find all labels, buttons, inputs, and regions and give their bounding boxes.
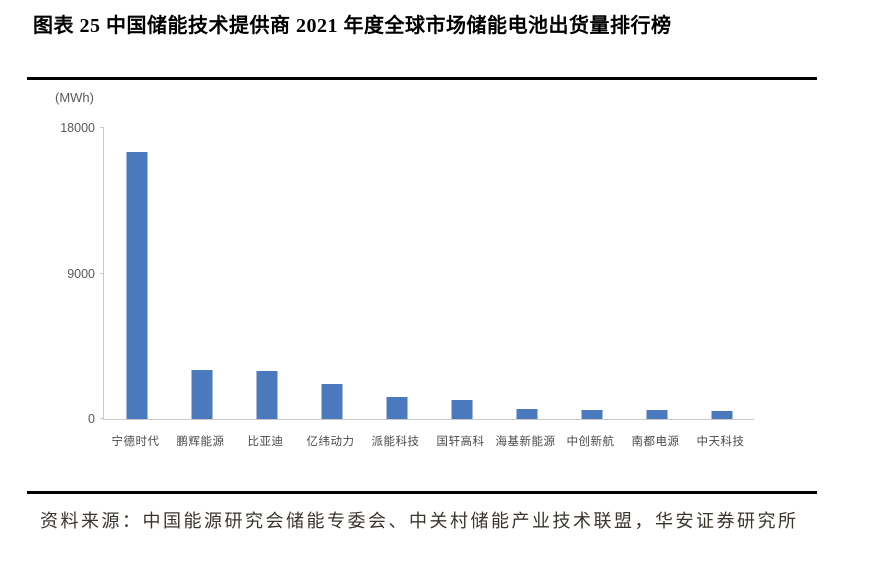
x-axis-labels: 宁德时代 鹏辉能源 比亚迪 亿纬动力 派能科技 国轩高科 海基新能源 中创新航 南都电源 中天科技 — [103, 433, 753, 449]
y-tick-mark — [100, 418, 104, 419]
x-axis-label: 派能科技 — [371, 436, 420, 448]
footer-divider-rule — [27, 491, 817, 494]
chart-bar — [451, 399, 472, 419]
chart-bar — [321, 384, 342, 419]
x-axis-label: 中天科技 — [696, 436, 745, 448]
chart-bar — [581, 409, 602, 419]
bar-column — [429, 128, 494, 419]
source-note: 资料来源：中国能源研究会储能专委会、中关村储能产业技术联盟，华安证券研究所 — [40, 511, 799, 531]
chart-bar — [191, 369, 212, 419]
plot-area: 0 9000 18000 — [60, 121, 754, 426]
bar-chart: (MWh) 0 9000 18000 宁德时代 鹏辉能源 比亚迪 亿纬动力 派能科技 国轩高科… — [0, 88, 883, 463]
y-tick-mark — [100, 127, 104, 128]
chart-bar — [646, 410, 667, 419]
x-axis-label: 海基新能源 — [495, 436, 556, 448]
title-divider-rule — [27, 77, 817, 80]
x-axis-label: 南都电源 — [631, 436, 680, 448]
bar-column — [559, 128, 624, 419]
y-tick-label: 18000 — [60, 121, 95, 135]
y-axis-unit-label: (MWh) — [55, 90, 94, 105]
chart-bar — [256, 370, 277, 419]
bar-column — [624, 128, 689, 419]
bar-column — [234, 128, 299, 419]
chart-bar — [516, 408, 537, 419]
bar-column — [494, 128, 559, 419]
figure-title: 图表 25 中国储能技术提供商 2021 年度全球市场储能电池出货量排行榜 — [33, 15, 672, 37]
x-axis-label: 国轩高科 — [436, 436, 485, 448]
bar-column — [169, 128, 234, 419]
x-axis-label: 比亚迪 — [247, 436, 284, 448]
bar-column — [299, 128, 364, 419]
bars-container — [104, 128, 754, 419]
x-axis-label: 鹏辉能源 — [176, 436, 225, 448]
chart-bar — [711, 410, 732, 419]
chart-bar — [386, 397, 407, 419]
y-tick-mark — [100, 272, 104, 274]
bar-column — [104, 128, 169, 419]
bar-column — [364, 128, 429, 419]
x-axis-label: 宁德时代 — [111, 436, 160, 448]
x-axis-label: 中创新航 — [566, 436, 615, 448]
bar-column — [689, 128, 754, 419]
y-tick-label: 9000 — [67, 266, 95, 281]
chart-bar — [126, 152, 147, 419]
y-tick-label: 0 — [88, 412, 95, 426]
x-axis-label: 亿纬动力 — [306, 436, 355, 448]
